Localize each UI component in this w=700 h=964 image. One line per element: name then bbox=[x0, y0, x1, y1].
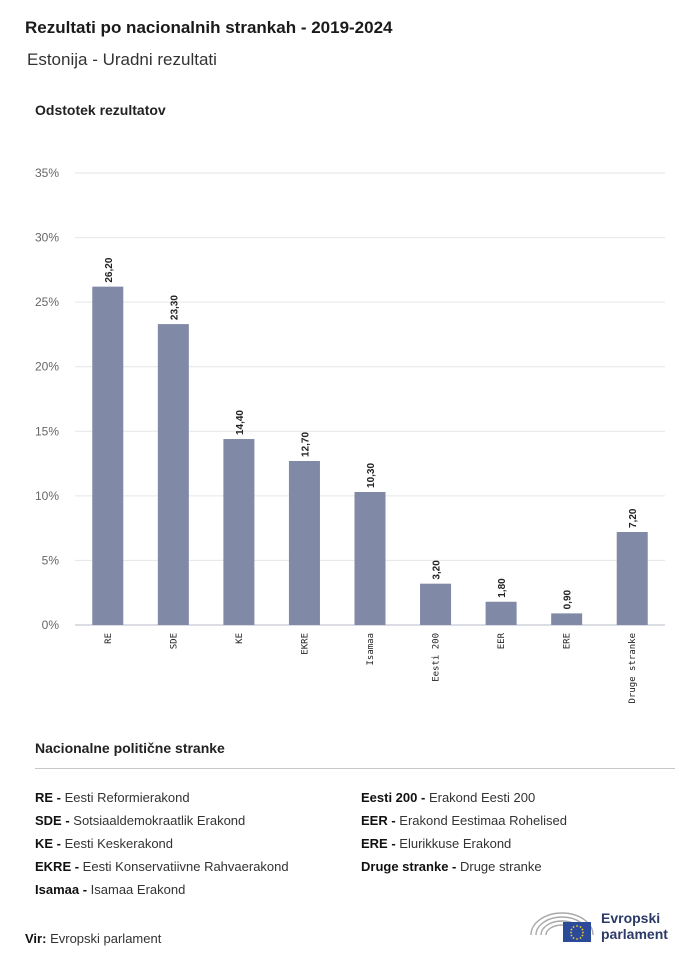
bar bbox=[485, 601, 517, 625]
bar-chart: 0% 5% 10% 15% 20% 25% 30% 35% 26,20 RE 23,30 SDE 14,… bbox=[35, 166, 665, 703]
logo-line-1: Evropski bbox=[601, 910, 661, 926]
legend-party-name: Isamaa Erakond bbox=[87, 882, 186, 897]
legend-abbr: KE - bbox=[35, 836, 61, 851]
y-tick-label: 15% bbox=[35, 424, 59, 438]
chart-subtitle: Estonija - Uradni rezultati bbox=[27, 50, 217, 69]
legend-abbr: Isamaa - bbox=[35, 882, 88, 897]
bar-value-label: 7,20 bbox=[628, 508, 639, 528]
x-category-label: Druge stranke bbox=[628, 633, 638, 703]
source-value: Evropski parlament bbox=[50, 931, 162, 946]
x-category-label: RE bbox=[104, 633, 114, 644]
x-category-label: EER bbox=[497, 632, 507, 649]
bar bbox=[157, 324, 189, 625]
legend-abbr: Druge stranke - bbox=[361, 859, 457, 874]
y-tick-label: 5% bbox=[42, 553, 60, 567]
legend-abbr: RE - bbox=[35, 790, 61, 805]
x-category-label: Isamaa bbox=[366, 633, 376, 666]
y-tick-label: 25% bbox=[35, 295, 59, 309]
logo-line-2: parlament bbox=[601, 926, 668, 942]
bar-value-label: 3,20 bbox=[432, 560, 443, 580]
y-tick-label: 10% bbox=[35, 489, 59, 503]
bar bbox=[92, 286, 124, 625]
chart-title: Rezultati po nacionalnih strankah - 2019… bbox=[25, 18, 393, 37]
legend-item: Druge stranke - Druge stranke bbox=[361, 855, 567, 878]
x-category-label: Eesti 200 bbox=[432, 633, 442, 682]
legend-party-name: Eesti Konservatiivne Rahvaerakond bbox=[79, 859, 289, 874]
bar-value-label: 23,30 bbox=[169, 295, 180, 320]
legend-item: RE - Eesti Reformierakond bbox=[35, 786, 289, 809]
legend-item: KE - Eesti Keskerakond bbox=[35, 832, 289, 855]
y-axis-label: Odstotek rezultatov bbox=[35, 102, 166, 118]
legend-title: Nacionalne politične stranke bbox=[35, 740, 225, 756]
legend-abbr: ERE - bbox=[361, 836, 396, 851]
legend-item: SDE - Sotsiaaldemokraatlik Erakond bbox=[35, 809, 289, 832]
legend-item: ERE - Elurikkuse Erakond bbox=[361, 832, 567, 855]
legend-item: EER - Erakond Eestimaa Rohelised bbox=[361, 809, 567, 832]
bar-value-label: 26,20 bbox=[104, 257, 115, 282]
legend-item: Isamaa - Isamaa Erakond bbox=[35, 878, 289, 901]
logo-wordmark: Evropski parlament bbox=[601, 910, 668, 942]
source-note: Vir: Evropski parlament bbox=[25, 931, 161, 946]
bar bbox=[551, 613, 583, 625]
bar-value-label: 10,30 bbox=[366, 463, 377, 488]
x-category-label: KE bbox=[235, 633, 245, 644]
legend-party-name: Eesti Reformierakond bbox=[61, 790, 190, 805]
legend-party-name: Elurikkuse Erakond bbox=[395, 836, 512, 851]
bar bbox=[288, 460, 320, 625]
legend-party-name: Erakond Eesti 200 bbox=[425, 790, 536, 805]
legend-party-name: Erakond Eestimaa Rohelised bbox=[395, 813, 567, 828]
legend-abbr: Eesti 200 - bbox=[361, 790, 426, 805]
parliament-hemicycle-icon bbox=[530, 912, 594, 942]
legend-abbr: EKRE - bbox=[35, 859, 80, 874]
source-label: Vir: bbox=[25, 931, 47, 946]
legend-divider bbox=[35, 768, 675, 769]
bar-value-label: 0,90 bbox=[563, 589, 574, 609]
legend-abbr: EER - bbox=[361, 813, 396, 828]
y-tick-label: 35% bbox=[35, 166, 59, 180]
legend-column-left: RE - Eesti Reformierakond SDE - Sotsiaald… bbox=[35, 786, 289, 901]
bar bbox=[223, 439, 255, 625]
legend-column-right: Eesti 200 - Erakond Eesti 200 EER - Erako… bbox=[361, 786, 567, 878]
bar bbox=[420, 583, 452, 625]
european-parliament-logo: Evropski parlament bbox=[527, 905, 677, 945]
legend-party-name: Druge stranke bbox=[456, 859, 542, 874]
bar bbox=[616, 532, 648, 625]
bar-value-label: 1,80 bbox=[497, 578, 508, 598]
legend-party-name: Eesti Keskerakond bbox=[61, 836, 174, 851]
bar-value-label: 14,40 bbox=[235, 410, 246, 435]
x-category-label: ERE bbox=[563, 633, 573, 649]
x-category-label: EKRE bbox=[300, 633, 310, 655]
legend-abbr: SDE - bbox=[35, 813, 70, 828]
bar-value-label: 12,70 bbox=[300, 432, 311, 457]
y-tick-label: 20% bbox=[35, 360, 59, 374]
bar bbox=[354, 491, 386, 625]
legend-item: EKRE - Eesti Konservatiivne Rahvaerakond bbox=[35, 855, 289, 878]
legend-party-name: Sotsiaaldemokraatlik Erakond bbox=[69, 813, 246, 828]
x-category-label: SDE bbox=[169, 633, 179, 649]
y-tick-label: 0% bbox=[42, 618, 60, 632]
legend-item: Eesti 200 - Erakond Eesti 200 bbox=[361, 786, 567, 809]
y-tick-label: 30% bbox=[35, 231, 59, 245]
